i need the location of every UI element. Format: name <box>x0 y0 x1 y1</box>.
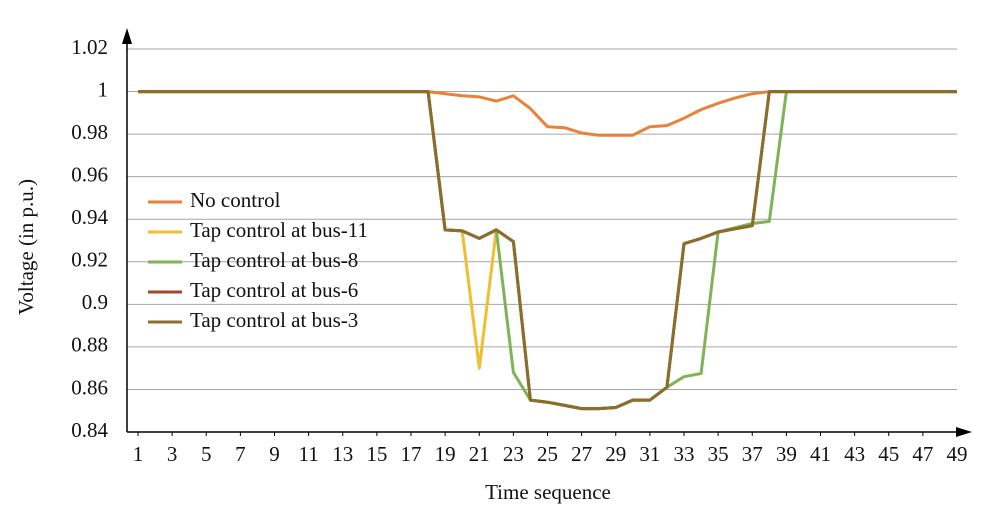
y-tick-label: 0.94 <box>71 205 108 229</box>
x-tick-label: 11 <box>299 442 319 466</box>
y-tick-label: 0.86 <box>71 375 108 399</box>
x-tick-label: 41 <box>810 442 831 466</box>
x-tick-label: 17 <box>401 442 422 466</box>
x-tick-label: 21 <box>469 442 490 466</box>
x-tick-label: 37 <box>742 442 763 466</box>
legend: No control Tap control at bus-11 Tap contr… <box>148 188 368 332</box>
x-tick-label: 47 <box>912 442 933 466</box>
plot-lines <box>138 90 957 411</box>
x-tick-label: 9 <box>269 442 280 466</box>
y-tick-label: 0.96 <box>71 162 108 186</box>
y-tick-label: 0.98 <box>71 120 108 144</box>
y-tick-label: 0.9 <box>82 290 108 314</box>
x-tick-label: 29 <box>605 442 626 466</box>
x-tick-label: 3 <box>167 442 178 466</box>
y-tick-label: 0.84 <box>71 418 108 442</box>
x-tick-label: 19 <box>435 442 456 466</box>
x-tick-label: 15 <box>366 442 387 466</box>
series-line <box>138 90 957 411</box>
x-tick-label: 23 <box>503 442 524 466</box>
y-tick-label: 1 <box>98 77 109 101</box>
x-tick-label: 45 <box>878 442 899 466</box>
legend-label: Tap control at bus-11 <box>190 218 368 242</box>
grid <box>127 48 957 390</box>
legend-label: Tap control at bus-3 <box>190 308 358 332</box>
x-tick-label: 39 <box>776 442 797 466</box>
y-axis-arrow <box>122 28 132 44</box>
x-tick-label: 33 <box>674 442 695 466</box>
y-tick-label: 0.92 <box>71 248 108 272</box>
x-tick-label: 35 <box>708 442 729 466</box>
legend-label: Tap control at bus-6 <box>190 278 358 302</box>
y-tick-label: 0.88 <box>71 333 108 357</box>
x-axis-arrow <box>956 427 972 437</box>
x-tick-label: 7 <box>235 442 246 466</box>
x-tick-label: 49 <box>947 442 968 466</box>
x-axis-title: Time sequence <box>485 480 611 504</box>
series-line <box>138 90 957 137</box>
x-tick-label: 25 <box>537 442 558 466</box>
x-tick-label: 27 <box>571 442 592 466</box>
x-tick-label: 13 <box>332 442 353 466</box>
y-axis-title: Voltage (in p.u.) <box>14 179 38 315</box>
x-tick-label: 31 <box>639 442 660 466</box>
legend-label: No control <box>190 188 281 212</box>
x-tick-label: 1 <box>133 442 144 466</box>
x-tick-label: 43 <box>844 442 865 466</box>
legend-label: Tap control at bus-8 <box>190 248 358 272</box>
x-tick-label: 5 <box>201 442 212 466</box>
y-tick-label: 1.02 <box>71 35 108 59</box>
